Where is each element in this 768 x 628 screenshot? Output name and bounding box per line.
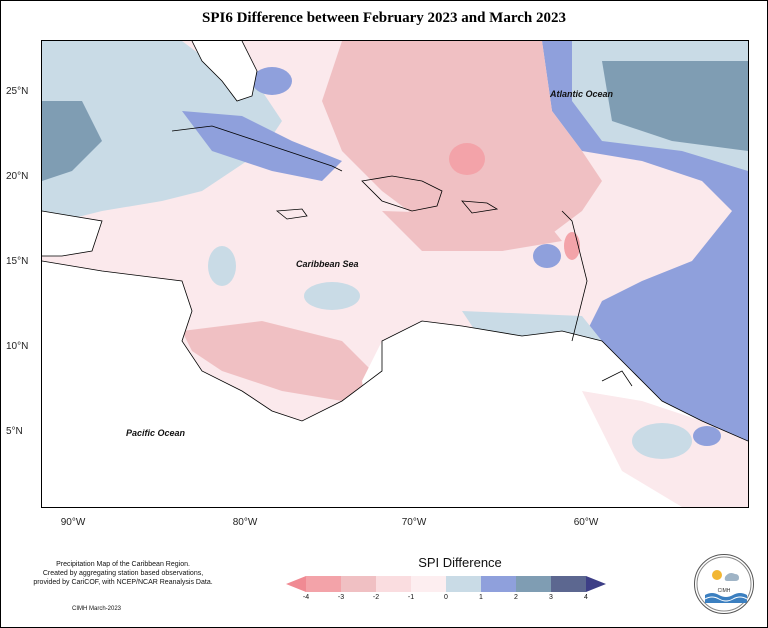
legend-tick-label: -4 <box>302 594 310 601</box>
note-line: provided by CariCOF, with NCEP/NCAR Rean… <box>33 579 213 586</box>
y-tick-25n: 25°N <box>6 86 29 97</box>
legend-swatch <box>411 576 446 592</box>
note-line: Precipitation Map of the Caribbean Regio… <box>56 561 190 568</box>
y-tick-15n: 15°N <box>6 256 29 267</box>
legend-swatch <box>341 576 376 592</box>
caribbean-sea-label: Caribbean Sea <box>296 259 359 269</box>
legend-swatch <box>551 576 586 592</box>
y-tick-5n: 5°N <box>6 426 23 437</box>
x-tick-60w: 60°W <box>573 517 599 528</box>
atlantic-ocean-label: Atlantic Ocean <box>550 89 614 99</box>
logo-text: CIMH <box>717 588 731 594</box>
x-tick-80w: 80°W <box>232 517 258 528</box>
map-title: SPI6 Difference between February 2023 an… <box>202 10 566 26</box>
legend-tick-label: 1 <box>479 594 483 601</box>
pacific-ocean-label: Pacific Ocean <box>126 428 186 438</box>
legend-tick-label: 2 <box>514 594 518 601</box>
legend-swatch <box>481 576 516 592</box>
note-line: Created by aggregating station based obs… <box>42 570 204 577</box>
map-panel <box>41 40 749 508</box>
y-tick-10n: 10°N <box>6 341 29 352</box>
legend-tick-label: 3 <box>549 594 553 601</box>
legend-tick-label: -1 <box>407 594 415 601</box>
legend-colorbar <box>286 576 606 592</box>
legend-tick-label: 4 <box>584 594 588 601</box>
legend-tick-label: -2 <box>372 594 380 601</box>
x-tick-90w: 90°W <box>60 517 86 528</box>
cimh-emblem <box>696 556 752 612</box>
legend-arrow-left <box>286 576 306 592</box>
map-note: Precipitation Map of the Caribbean Regio… <box>18 560 228 587</box>
legend-tick-label: -3 <box>337 594 345 601</box>
y-tick-20n: 20°N <box>6 171 29 182</box>
cimh-logo: CIMH <box>694 554 754 614</box>
credit-text: CIMH March-2023 <box>72 606 122 612</box>
legend-arrow-right <box>586 576 606 592</box>
spi-difference-field <box>42 41 748 507</box>
legend-tick-label: 0 <box>444 594 448 601</box>
legend-swatch <box>516 576 551 592</box>
legend-swatch <box>376 576 411 592</box>
legend-title: SPI Difference <box>418 555 502 570</box>
legend-swatch <box>446 576 481 592</box>
legend-swatch <box>306 576 341 592</box>
x-tick-70w: 70°W <box>401 517 427 528</box>
